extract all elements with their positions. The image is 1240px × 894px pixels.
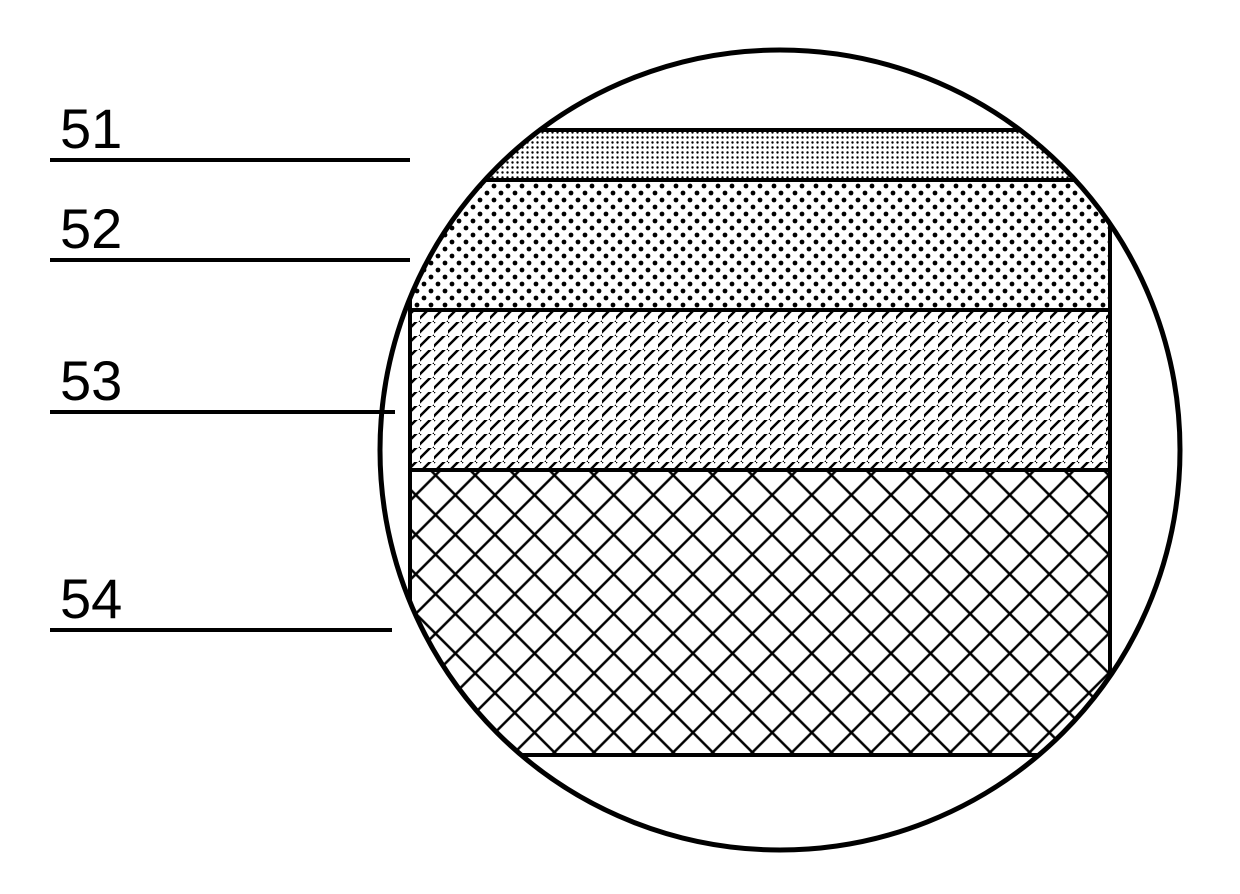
label-53: 53 bbox=[60, 348, 122, 413]
leader-54 bbox=[50, 628, 392, 632]
leader-53 bbox=[50, 410, 395, 414]
layer-51 bbox=[410, 130, 1110, 180]
layered-circle-figure bbox=[0, 0, 1240, 894]
layer-stack bbox=[410, 130, 1110, 755]
layer-54 bbox=[410, 470, 1110, 755]
leader-51 bbox=[50, 158, 410, 162]
label-54: 54 bbox=[60, 566, 122, 631]
label-51: 51 bbox=[60, 96, 122, 161]
diagram-canvas: 51 52 53 54 bbox=[0, 0, 1240, 894]
label-52: 52 bbox=[60, 196, 122, 261]
layer-52 bbox=[410, 180, 1110, 310]
layer-53 bbox=[410, 310, 1110, 470]
leader-52 bbox=[50, 258, 410, 262]
